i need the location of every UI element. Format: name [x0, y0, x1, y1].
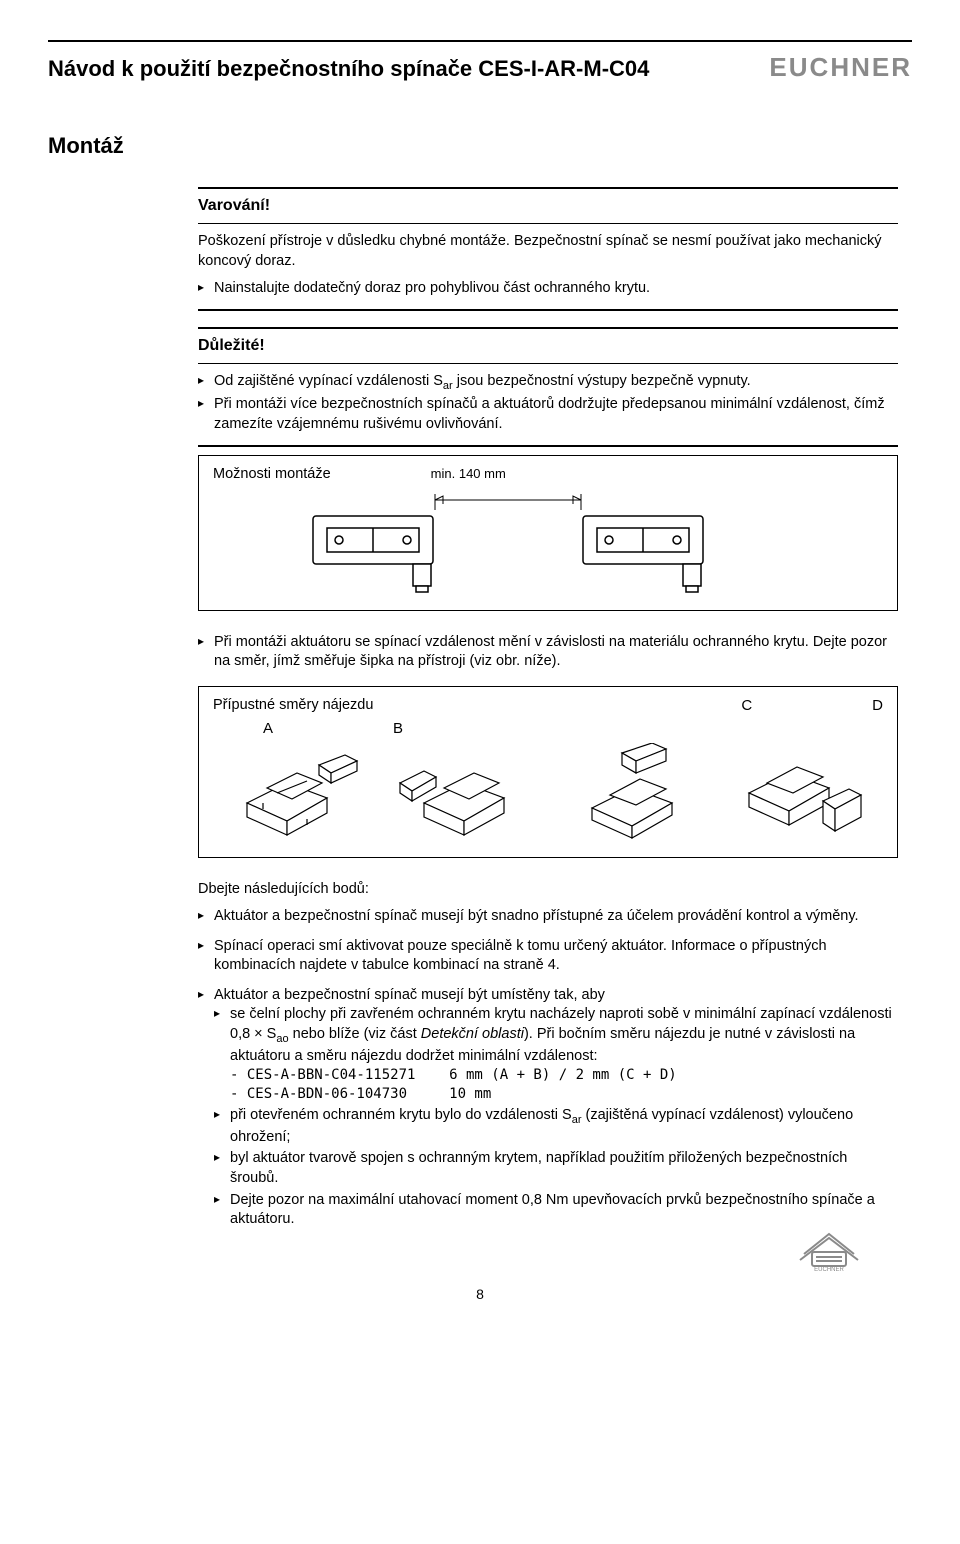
follow-b1: Aktuátor a bezpečnostní spínač musejí bý… — [198, 907, 898, 927]
approach-b-icon — [394, 743, 534, 843]
page-number: 8 — [48, 1286, 912, 1302]
footer-logo-icon: EUCHNER — [794, 1224, 864, 1272]
warning-heading: Varování! — [198, 193, 898, 219]
page-title: Návod k použití bezpečnostního spínače C… — [48, 56, 649, 82]
follow-b3-s2: při otevřeném ochranném krytu bylo do vz… — [214, 1106, 898, 1147]
warning-bullet: Nainstalujte dodatečný doraz pro pohybli… — [198, 279, 898, 299]
approach-d-icon — [729, 743, 869, 843]
fig2-label-b: B — [393, 720, 403, 737]
important-heading: Důležité! — [198, 333, 898, 359]
approach-a-icon — [227, 743, 367, 843]
figure-mounting-options: Možnosti montáže min. 140 mm — [198, 455, 898, 611]
important-bullet-2: Při montáži více bezpečnostních spínačů … — [198, 395, 898, 434]
part-row-1: - CES-A-BBN-C04-115271 6 mm (A + B) / 2 … — [230, 1066, 898, 1085]
svg-text:EUCHNER: EUCHNER — [814, 1267, 844, 1272]
fig1-dimension: min. 140 mm — [431, 466, 506, 481]
follow-b2: Spínací operaci smí aktivovat pouze spec… — [198, 937, 898, 976]
follow-b3-s3: byl aktuátor tvarově spojen s ochranným … — [214, 1149, 898, 1188]
fig2-label-c: C — [741, 697, 752, 714]
part-row-2: - CES-A-BDN-06-104730 10 mm — [230, 1085, 898, 1104]
figure-approach-directions: Přípustné směry nájezdu C D A B — [198, 686, 898, 858]
fig2-label-d: D — [872, 697, 883, 714]
mounting-diagram — [213, 486, 773, 596]
warning-text: Poškození přístroje v důsledku chybné mo… — [198, 228, 898, 275]
fig2-caption: Přípustné směry nájezdu — [213, 697, 373, 714]
fig2-label-a: A — [263, 720, 273, 737]
follow-b3-s1: se čelní plochy při zavřeném ochranném k… — [214, 1005, 898, 1104]
fig1-caption: Možnosti montáže — [213, 466, 331, 482]
actuator-note: Při montáži aktuátoru se spínací vzdálen… — [198, 633, 898, 672]
section-heading: Montáž — [48, 133, 912, 159]
important-bullet-1: Od zajištěné vypínací vzdálenosti Sar js… — [198, 372, 898, 394]
approach-c-icon — [562, 743, 702, 843]
brand-logo: EUCHNER — [769, 52, 912, 83]
follow-b3: Aktuátor a bezpečnostní spínač musejí bý… — [198, 986, 898, 1230]
follow-heading: Dbejte následujících bodů: — [198, 876, 898, 904]
